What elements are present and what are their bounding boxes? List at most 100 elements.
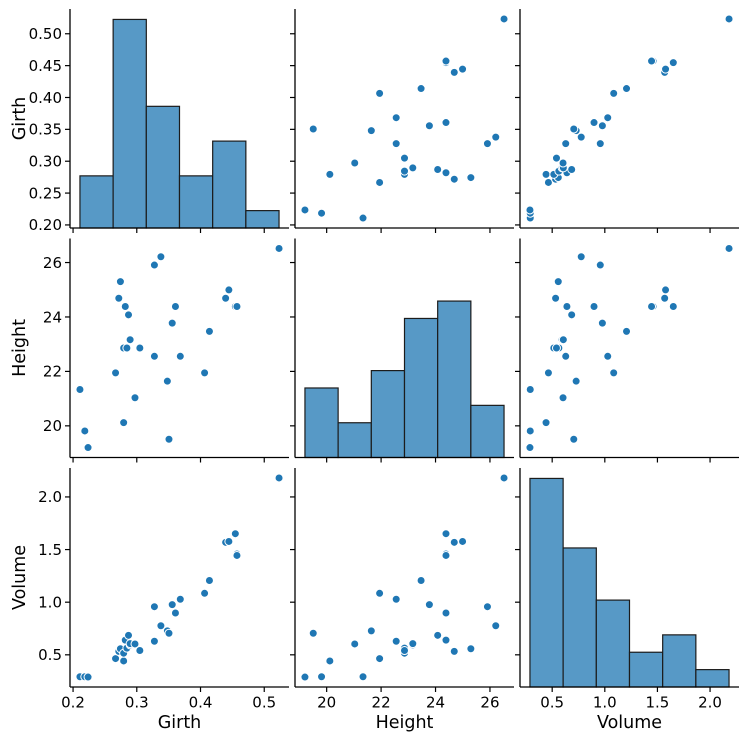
scatter-point xyxy=(400,166,409,176)
y-tick-label: 0.30 xyxy=(29,153,62,171)
scatter-point xyxy=(325,656,335,666)
y-tick-label: 26 xyxy=(43,254,62,272)
scatter-point xyxy=(668,58,678,68)
scatter-point xyxy=(441,118,451,128)
panel-scatter-girth-x-height-y: 20 22 24 26 Height xyxy=(10,238,289,463)
histogram-bar xyxy=(304,387,339,459)
scatter-point xyxy=(449,67,459,77)
y-tick-label: 0.35 xyxy=(29,121,62,139)
scatter-point xyxy=(308,124,318,134)
scatter-point xyxy=(156,252,166,262)
scatter-point xyxy=(595,139,605,149)
histogram-bar xyxy=(562,547,597,688)
scatter-point xyxy=(156,621,166,631)
histogram-bar xyxy=(212,140,247,229)
scatter-point xyxy=(441,608,451,618)
scatter-point xyxy=(375,88,385,98)
scatter-point xyxy=(274,473,284,483)
scatter-point xyxy=(441,56,451,66)
panel-scatter-volume-x-girth-y xyxy=(515,9,739,233)
scatter-point xyxy=(350,158,360,168)
scatter-point xyxy=(170,608,180,618)
histogram-bar xyxy=(437,300,472,459)
scatter-point xyxy=(525,443,535,453)
scatter-point xyxy=(561,351,571,361)
scatter-point xyxy=(482,602,492,612)
histogram-bar xyxy=(145,105,181,229)
scatter-point xyxy=(375,177,385,187)
scatter-point xyxy=(224,536,234,546)
scatter-point xyxy=(543,177,553,187)
histogram-bar xyxy=(628,651,664,688)
scatter-point xyxy=(149,636,159,646)
scatter-point xyxy=(551,293,561,303)
scatter-point xyxy=(561,139,571,149)
scatter-point xyxy=(622,326,632,336)
x-tick-label: 22 xyxy=(372,694,391,712)
scatter-point xyxy=(80,426,90,436)
scatter-point xyxy=(391,636,401,646)
scatter-point xyxy=(325,169,335,179)
y-tick-label: 24 xyxy=(43,308,62,326)
scatter-point xyxy=(525,426,535,436)
scatter-point xyxy=(400,646,409,656)
scatter-point xyxy=(466,644,476,654)
histogram-bar xyxy=(112,18,147,229)
scatter-point xyxy=(416,575,426,585)
scatter-point xyxy=(162,376,172,386)
scatter-point xyxy=(130,639,140,649)
histogram-bar xyxy=(337,422,372,459)
scatter-point xyxy=(135,646,145,656)
scatter-point xyxy=(350,639,360,649)
panel-histogram-height xyxy=(290,238,514,463)
scatter-point xyxy=(597,121,607,131)
scatter-point xyxy=(543,368,553,378)
y-axis-label-height: Height xyxy=(10,319,30,377)
y-tick-label: 0.25 xyxy=(29,184,62,202)
histogram-bar xyxy=(245,210,280,229)
scatter-point xyxy=(499,473,509,483)
x-tick-label: 26 xyxy=(480,694,499,712)
x-tick-label: 0.2 xyxy=(61,694,85,712)
histogram-bar xyxy=(79,175,114,229)
scatter-point xyxy=(200,588,210,598)
y-axis-label-volume: Volume xyxy=(10,545,30,610)
scatter-point xyxy=(200,368,210,378)
scatter-point xyxy=(603,351,613,361)
scatter-point xyxy=(569,434,579,444)
scatter-point xyxy=(567,164,577,174)
scatter-point xyxy=(576,252,586,262)
scatter-point xyxy=(175,594,185,604)
histogram-bar xyxy=(403,317,439,459)
x-axis-label-height: Height xyxy=(376,713,434,733)
scatter-point xyxy=(558,158,568,168)
scatter-point xyxy=(424,121,434,131)
scatter-point xyxy=(83,672,93,682)
scatter-point xyxy=(317,672,327,682)
histogram-bar xyxy=(178,175,214,229)
scatter-point xyxy=(149,351,159,361)
scatter-point xyxy=(125,335,135,345)
scatter-point xyxy=(609,368,619,378)
scatter-point xyxy=(130,393,140,403)
scatter-point xyxy=(589,118,599,128)
y-tick-label: 1.5 xyxy=(38,541,62,559)
y-tick-label: 1.0 xyxy=(38,593,62,611)
y-tick-label: 0.20 xyxy=(29,216,62,234)
scatter-point xyxy=(391,113,401,123)
histogram-bar xyxy=(370,370,406,459)
panel-scatter-volume-x-height-y xyxy=(515,238,739,463)
scatter-point xyxy=(597,318,607,328)
scatter-point xyxy=(661,285,671,295)
scatter-point xyxy=(668,302,678,312)
scatter-point xyxy=(164,434,174,444)
y-tick-label: 0.40 xyxy=(29,89,62,107)
scatter-point xyxy=(83,443,93,453)
panel-scatter-girth-x-volume-y: 0.5 1.0 1.5 2.0 0.2 0.3 0.4 0.5 Volume Girth xyxy=(10,468,289,733)
scatter-point xyxy=(433,630,443,640)
scatter-point xyxy=(603,113,613,123)
y-tick-label: 0.50 xyxy=(29,25,62,43)
x-axis-label-girth: Girth xyxy=(158,713,202,733)
x-tick-label: 0.5 xyxy=(540,694,564,712)
scatter-point xyxy=(167,318,177,328)
